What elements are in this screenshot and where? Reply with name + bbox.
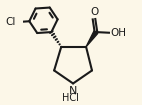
Text: Cl: Cl <box>5 17 16 27</box>
Text: HCl: HCl <box>62 93 79 103</box>
Polygon shape <box>86 31 98 47</box>
Text: OH: OH <box>110 28 126 38</box>
Text: O: O <box>90 7 98 17</box>
Text: N: N <box>69 86 77 96</box>
